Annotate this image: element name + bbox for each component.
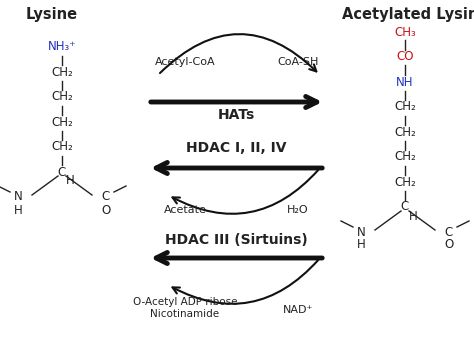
Text: CoA-SH: CoA-SH <box>277 57 319 67</box>
Text: O: O <box>101 203 110 217</box>
Text: CO: CO <box>396 51 414 63</box>
Text: H: H <box>65 175 74 187</box>
Text: NAD⁺: NAD⁺ <box>283 305 313 315</box>
Text: HATs: HATs <box>218 108 255 122</box>
Text: H: H <box>356 239 365 252</box>
Text: CH₂: CH₂ <box>51 116 73 128</box>
Text: H: H <box>14 203 22 217</box>
Text: H: H <box>409 210 418 222</box>
Text: CH₂: CH₂ <box>394 100 416 114</box>
Text: NH₃⁺: NH₃⁺ <box>48 40 76 54</box>
Text: C: C <box>102 191 110 203</box>
Text: Acetylated Lysine: Acetylated Lysine <box>342 6 474 21</box>
Text: C: C <box>58 165 66 179</box>
Text: HDAC III (Sirtuins): HDAC III (Sirtuins) <box>165 233 308 247</box>
Text: C: C <box>445 225 453 239</box>
Text: C: C <box>401 200 409 214</box>
Text: O-Acetyl ADP ribose
Nicotinamide: O-Acetyl ADP ribose Nicotinamide <box>133 297 237 319</box>
Text: CH₂: CH₂ <box>394 125 416 139</box>
Text: H₂O: H₂O <box>287 205 309 215</box>
Text: NH: NH <box>396 76 414 88</box>
Text: CH₃: CH₃ <box>394 25 416 39</box>
Text: N: N <box>356 225 365 239</box>
Text: CH₂: CH₂ <box>51 65 73 79</box>
Text: N: N <box>14 191 22 203</box>
Text: CH₂: CH₂ <box>51 91 73 103</box>
Text: CH₂: CH₂ <box>51 140 73 154</box>
Text: Lysine: Lysine <box>26 6 78 21</box>
Text: CH₂: CH₂ <box>394 151 416 163</box>
Text: HDAC I, II, IV: HDAC I, II, IV <box>186 141 287 155</box>
Text: Acetyl-CoA: Acetyl-CoA <box>155 57 215 67</box>
Text: O: O <box>444 239 454 252</box>
Text: Acetate: Acetate <box>164 205 207 215</box>
Text: CH₂: CH₂ <box>394 176 416 188</box>
